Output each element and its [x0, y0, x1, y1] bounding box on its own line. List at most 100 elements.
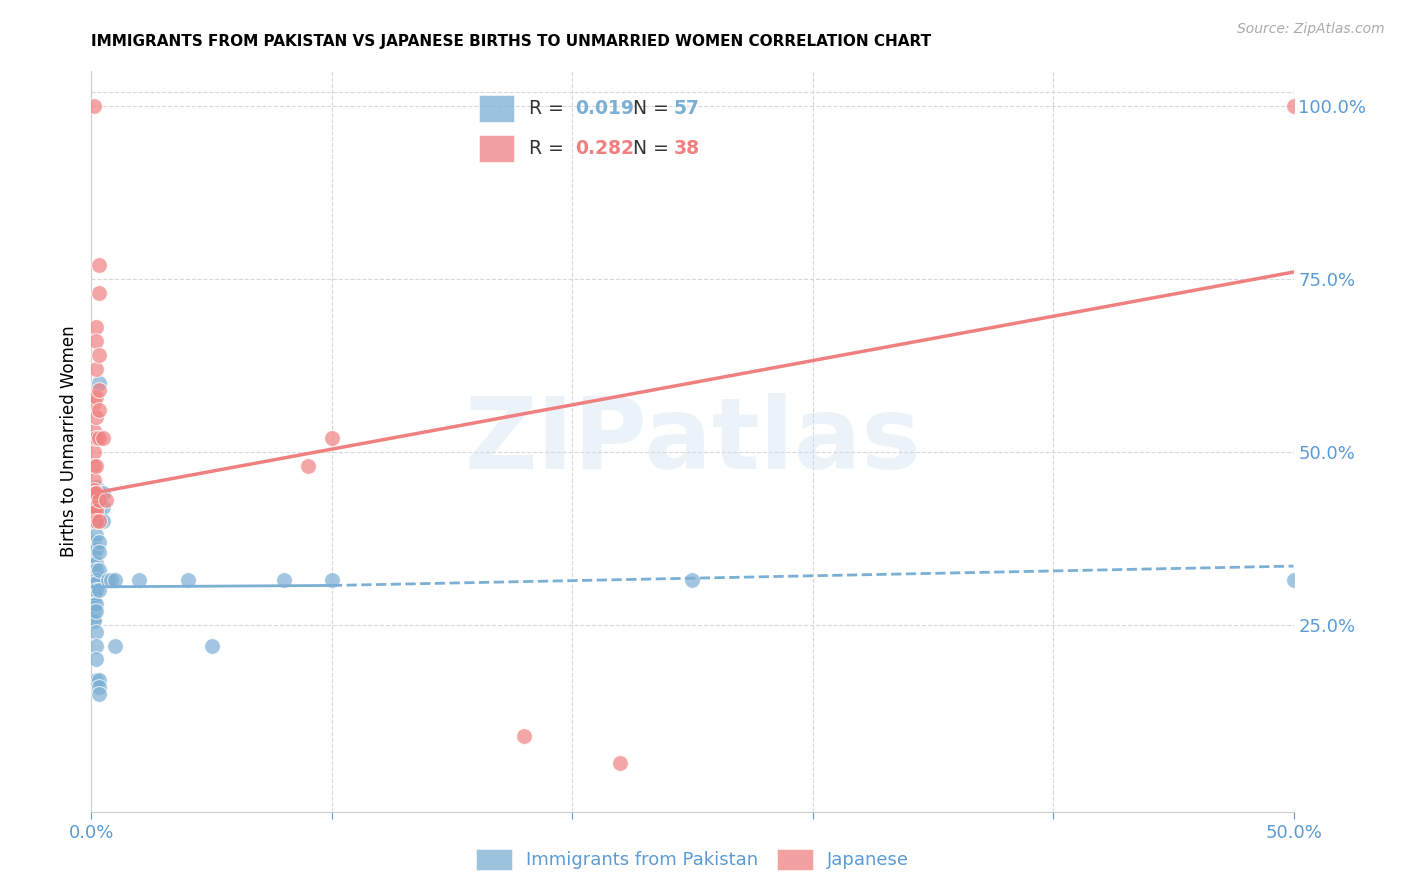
- Point: [84, 604, 107, 618]
- Point: [83, 534, 105, 549]
- Point: [93, 500, 115, 515]
- Point: [84, 514, 107, 528]
- Point: [87, 383, 110, 397]
- Point: [83, 583, 105, 598]
- Text: Source: ZipAtlas.com: Source: ZipAtlas.com: [1237, 22, 1385, 37]
- Point: [83, 445, 105, 459]
- Point: [104, 573, 127, 587]
- Point: [84, 458, 107, 473]
- Point: [87, 673, 110, 688]
- Point: [83, 500, 105, 515]
- Point: [93, 486, 115, 500]
- Point: [84, 673, 107, 688]
- Point: [83, 99, 105, 113]
- Point: [83, 504, 105, 518]
- Point: [83, 597, 105, 611]
- Point: [87, 534, 110, 549]
- Point: [297, 458, 319, 473]
- Point: [84, 624, 107, 639]
- Point: [83, 604, 105, 618]
- Point: [84, 514, 107, 528]
- Point: [84, 493, 107, 508]
- Point: [176, 573, 198, 587]
- Point: [87, 403, 110, 417]
- Point: [609, 756, 631, 771]
- Point: [87, 687, 110, 701]
- Point: [84, 563, 107, 577]
- Point: [84, 334, 107, 349]
- Point: [83, 507, 105, 521]
- Point: [83, 580, 105, 594]
- Point: [83, 549, 105, 563]
- Point: [87, 583, 110, 598]
- Point: [87, 486, 110, 500]
- Point: [83, 486, 105, 500]
- Point: [84, 556, 107, 570]
- Point: [83, 483, 105, 497]
- Point: [128, 573, 150, 587]
- Point: [84, 320, 107, 334]
- Point: [87, 493, 110, 508]
- Text: IMMIGRANTS FROM PAKISTAN VS JAPANESE BIRTHS TO UNMARRIED WOMEN CORRELATION CHART: IMMIGRANTS FROM PAKISTAN VS JAPANESE BIR…: [91, 35, 932, 49]
- Point: [84, 504, 107, 518]
- Point: [321, 431, 343, 445]
- Point: [83, 563, 105, 577]
- Point: [83, 587, 105, 601]
- Point: [84, 573, 107, 587]
- Point: [87, 545, 110, 559]
- Legend: Immigrants from Pakistan, Japanese: Immigrants from Pakistan, Japanese: [468, 841, 917, 877]
- Point: [83, 576, 105, 591]
- Point: [100, 573, 122, 587]
- Point: [87, 431, 110, 445]
- Point: [681, 573, 703, 587]
- Point: [1282, 573, 1305, 587]
- Point: [87, 348, 110, 362]
- Point: [84, 528, 107, 542]
- Point: [83, 493, 105, 508]
- Y-axis label: Births to Unmarried Women: Births to Unmarried Women: [59, 326, 77, 558]
- Point: [84, 583, 107, 598]
- Point: [84, 362, 107, 376]
- Point: [94, 493, 117, 508]
- Point: [87, 493, 110, 508]
- Point: [83, 486, 105, 500]
- Point: [87, 507, 110, 521]
- Point: [84, 479, 107, 493]
- Point: [87, 680, 110, 694]
- Point: [84, 541, 107, 556]
- Point: [83, 615, 105, 629]
- Point: [84, 576, 107, 591]
- Point: [84, 390, 107, 404]
- Point: [84, 500, 107, 515]
- Point: [87, 285, 110, 300]
- Point: [83, 396, 105, 410]
- Point: [93, 431, 115, 445]
- Point: [84, 639, 107, 653]
- Point: [84, 597, 107, 611]
- Point: [104, 639, 127, 653]
- Point: [83, 458, 105, 473]
- Point: [97, 573, 120, 587]
- Point: [200, 639, 222, 653]
- Point: [83, 600, 105, 615]
- Point: [83, 611, 105, 625]
- Point: [83, 593, 105, 607]
- Point: [83, 424, 105, 438]
- Point: [1282, 99, 1305, 113]
- Point: [83, 473, 105, 487]
- Point: [84, 486, 107, 500]
- Point: [87, 514, 110, 528]
- Point: [93, 514, 115, 528]
- Point: [83, 573, 105, 587]
- Point: [321, 573, 343, 587]
- Point: [273, 573, 295, 587]
- Point: [84, 431, 107, 445]
- Point: [84, 410, 107, 425]
- Text: ZIPatlas: ZIPatlas: [464, 393, 921, 490]
- Point: [87, 258, 110, 272]
- Point: [513, 729, 536, 743]
- Point: [87, 563, 110, 577]
- Point: [84, 652, 107, 666]
- Point: [83, 507, 105, 521]
- Point: [87, 376, 110, 390]
